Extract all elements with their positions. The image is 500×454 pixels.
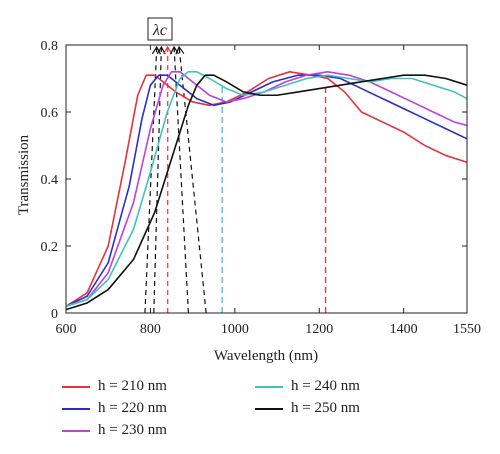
y-tick-label-2: 0.4 xyxy=(41,173,59,188)
legend-label-240: h = 240 nm xyxy=(291,378,360,394)
x-tick-label-2: 1000 xyxy=(221,322,249,337)
transmission-chart: 600 800 1000 1200 1400 1550 0 0.2 0.4 0.6 0.8 Wave… xyxy=(16,17,482,364)
series-line-0 xyxy=(65,71,468,307)
y-tick-label-4: 0.8 xyxy=(41,39,59,54)
legend-label-250: h = 250 nm xyxy=(291,400,360,416)
axis-ticks: 600 800 1000 1200 1400 1550 0 0.2 0.4 0.6 0.8 xyxy=(41,39,482,337)
lambda-c-annotation: λc xyxy=(147,17,173,41)
peak-arrowhead-1 xyxy=(156,45,166,55)
x-tick-label-4: 1400 xyxy=(390,322,418,337)
legend-label-210: h = 210 nm xyxy=(98,378,167,394)
legend-item-250: h = 250 nm xyxy=(255,400,360,417)
legend-item-220: h = 220 nm xyxy=(62,400,167,417)
peak-arrowhead-2 xyxy=(163,45,173,55)
series-line-4 xyxy=(65,74,468,311)
x-tick-label-1: 800 xyxy=(140,322,161,337)
legend-label-220: h = 220 nm xyxy=(98,400,167,416)
y-tick-label-1: 0.2 xyxy=(41,240,59,255)
x-tick-label-3: 1200 xyxy=(305,322,333,337)
legend-line-220 xyxy=(62,407,90,410)
x-tick-label-5: 1550 xyxy=(453,322,481,337)
legend-item-240: h = 240 nm xyxy=(255,378,360,395)
y-tick-label-0: 0 xyxy=(51,307,58,322)
lambda-c-label: λc xyxy=(152,22,167,39)
y-axis-label: Transmission xyxy=(16,134,32,215)
legend: h = 210 nm h = 220 nm h = 230 nm h = 240… xyxy=(62,378,482,448)
legend-line-210 xyxy=(62,385,90,388)
legend-item-210: h = 210 nm xyxy=(62,378,167,395)
peak-arrowhead-4 xyxy=(175,45,185,55)
legend-label-230: h = 230 nm xyxy=(98,422,167,438)
x-axis-label: Wavelength (nm) xyxy=(214,348,318,364)
x-tick-label-0: 600 xyxy=(56,322,77,337)
series-line-2 xyxy=(65,71,468,308)
legend-line-250 xyxy=(255,407,283,410)
peak-arrowhead-0 xyxy=(151,45,161,55)
series-line-3 xyxy=(65,71,468,308)
y-tick-label-3: 0.6 xyxy=(41,106,59,121)
legend-item-230: h = 230 nm xyxy=(62,422,167,439)
lambda-c-box xyxy=(147,17,173,41)
series-line-1 xyxy=(65,74,468,308)
legend-line-240 xyxy=(255,385,283,388)
plot-area xyxy=(65,44,468,314)
legend-line-230 xyxy=(62,429,90,432)
